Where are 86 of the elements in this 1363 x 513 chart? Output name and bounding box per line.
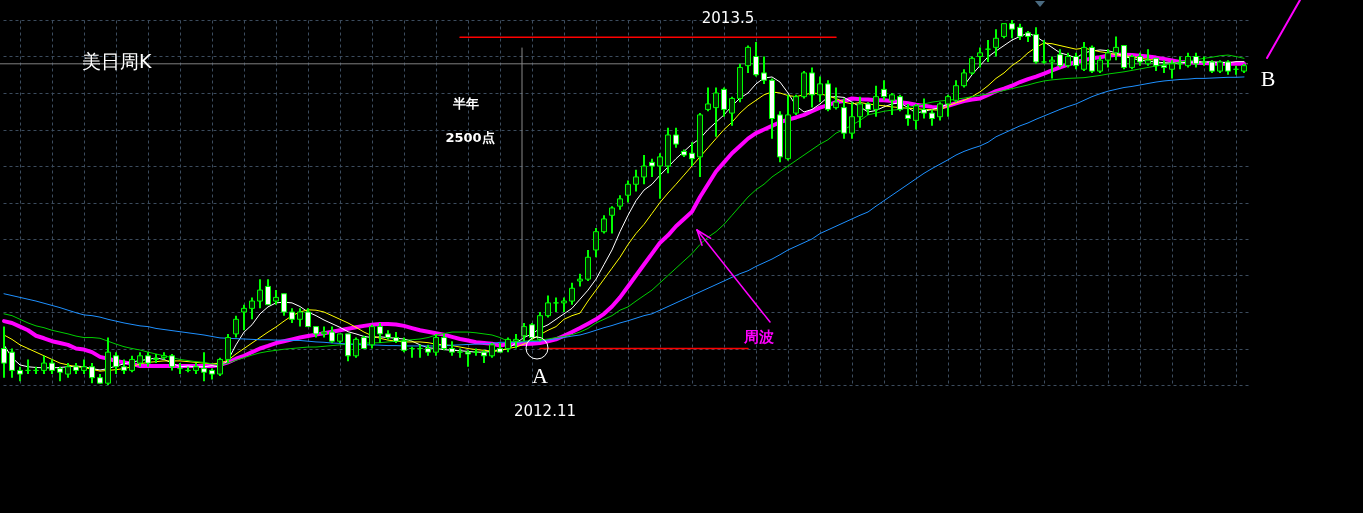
candlestick (785, 93, 791, 162)
candlestick (561, 296, 567, 313)
candlestick (865, 101, 871, 116)
candlestick (1209, 59, 1215, 74)
candlestick (369, 323, 375, 350)
candlestick (377, 321, 383, 345)
candlestick (513, 332, 519, 350)
candlestick (1169, 59, 1175, 80)
candlestick (689, 141, 695, 167)
candlestick (585, 248, 591, 282)
candlestick (489, 342, 495, 359)
candlestick (793, 93, 799, 116)
candlestick (1105, 48, 1111, 69)
candlestick (249, 296, 255, 321)
candlestick (809, 66, 815, 109)
candlestick (41, 354, 47, 376)
candlestick (65, 362, 71, 379)
candlestick (841, 97, 847, 140)
candlestick (1137, 51, 1143, 67)
candlestick (433, 332, 439, 357)
candlestick (641, 154, 647, 186)
candlestick (945, 93, 951, 118)
candlestick (769, 77, 775, 140)
candlestick (329, 325, 335, 345)
candlestick (393, 331, 399, 345)
candlestick (449, 340, 455, 357)
candlestick (665, 126, 671, 175)
candlestick (465, 349, 471, 368)
candlestick (905, 102, 911, 127)
candlestick (1241, 62, 1247, 74)
candlestick (633, 168, 639, 193)
annotation: 半年 (452, 96, 479, 111)
annotation: A (532, 363, 549, 388)
candlestick (273, 289, 279, 306)
candlestick (289, 307, 295, 324)
annotation: 2013.5 (701, 9, 755, 27)
candlestick (705, 86, 711, 113)
annotation: 2500点 (445, 130, 495, 145)
text: 2012.11 (513, 402, 577, 420)
candlestick (673, 126, 679, 149)
candlestick (761, 55, 767, 85)
candlestick (897, 93, 903, 113)
candlestick (577, 272, 583, 288)
candlestick (913, 102, 919, 131)
candlestick (425, 343, 431, 357)
candlestick (225, 332, 231, 365)
candlestick (257, 278, 263, 310)
candlestick (1081, 40, 1087, 73)
candlestick (1217, 59, 1223, 74)
candlestick (105, 336, 111, 386)
candlestick (97, 373, 103, 384)
candlestick (977, 46, 983, 69)
candlestick (921, 97, 927, 120)
candlestick (321, 325, 327, 339)
candlestick (1225, 59, 1231, 76)
candlestick (593, 227, 599, 259)
candlestick (817, 75, 823, 104)
candlestick (953, 79, 959, 104)
annotation: 周波 (743, 328, 774, 346)
candlestick (601, 214, 607, 235)
text: 美日周K (82, 50, 152, 72)
candlestick (297, 307, 303, 328)
candlestick (609, 205, 615, 235)
candlestick (993, 28, 999, 58)
candlestick (753, 40, 759, 78)
candlestick (777, 110, 783, 164)
candlestick (617, 194, 623, 211)
candlestick (145, 351, 151, 368)
candlestick (929, 108, 935, 127)
text: B (1260, 66, 1276, 91)
candlestick (697, 112, 703, 178)
candlestick (81, 358, 87, 376)
candlestick (849, 101, 855, 140)
candlestick (825, 79, 831, 113)
candlestick (193, 362, 199, 376)
candlestick (137, 351, 143, 368)
candlestick (713, 86, 719, 138)
candlestick (1129, 53, 1135, 71)
candlestick (569, 281, 575, 306)
candlestick (537, 311, 543, 343)
candlestick (889, 92, 895, 116)
candlestick (1113, 35, 1119, 62)
candlestick (657, 152, 663, 200)
candlestick (873, 84, 879, 118)
candlestick (961, 68, 967, 89)
candlestick (857, 95, 863, 129)
